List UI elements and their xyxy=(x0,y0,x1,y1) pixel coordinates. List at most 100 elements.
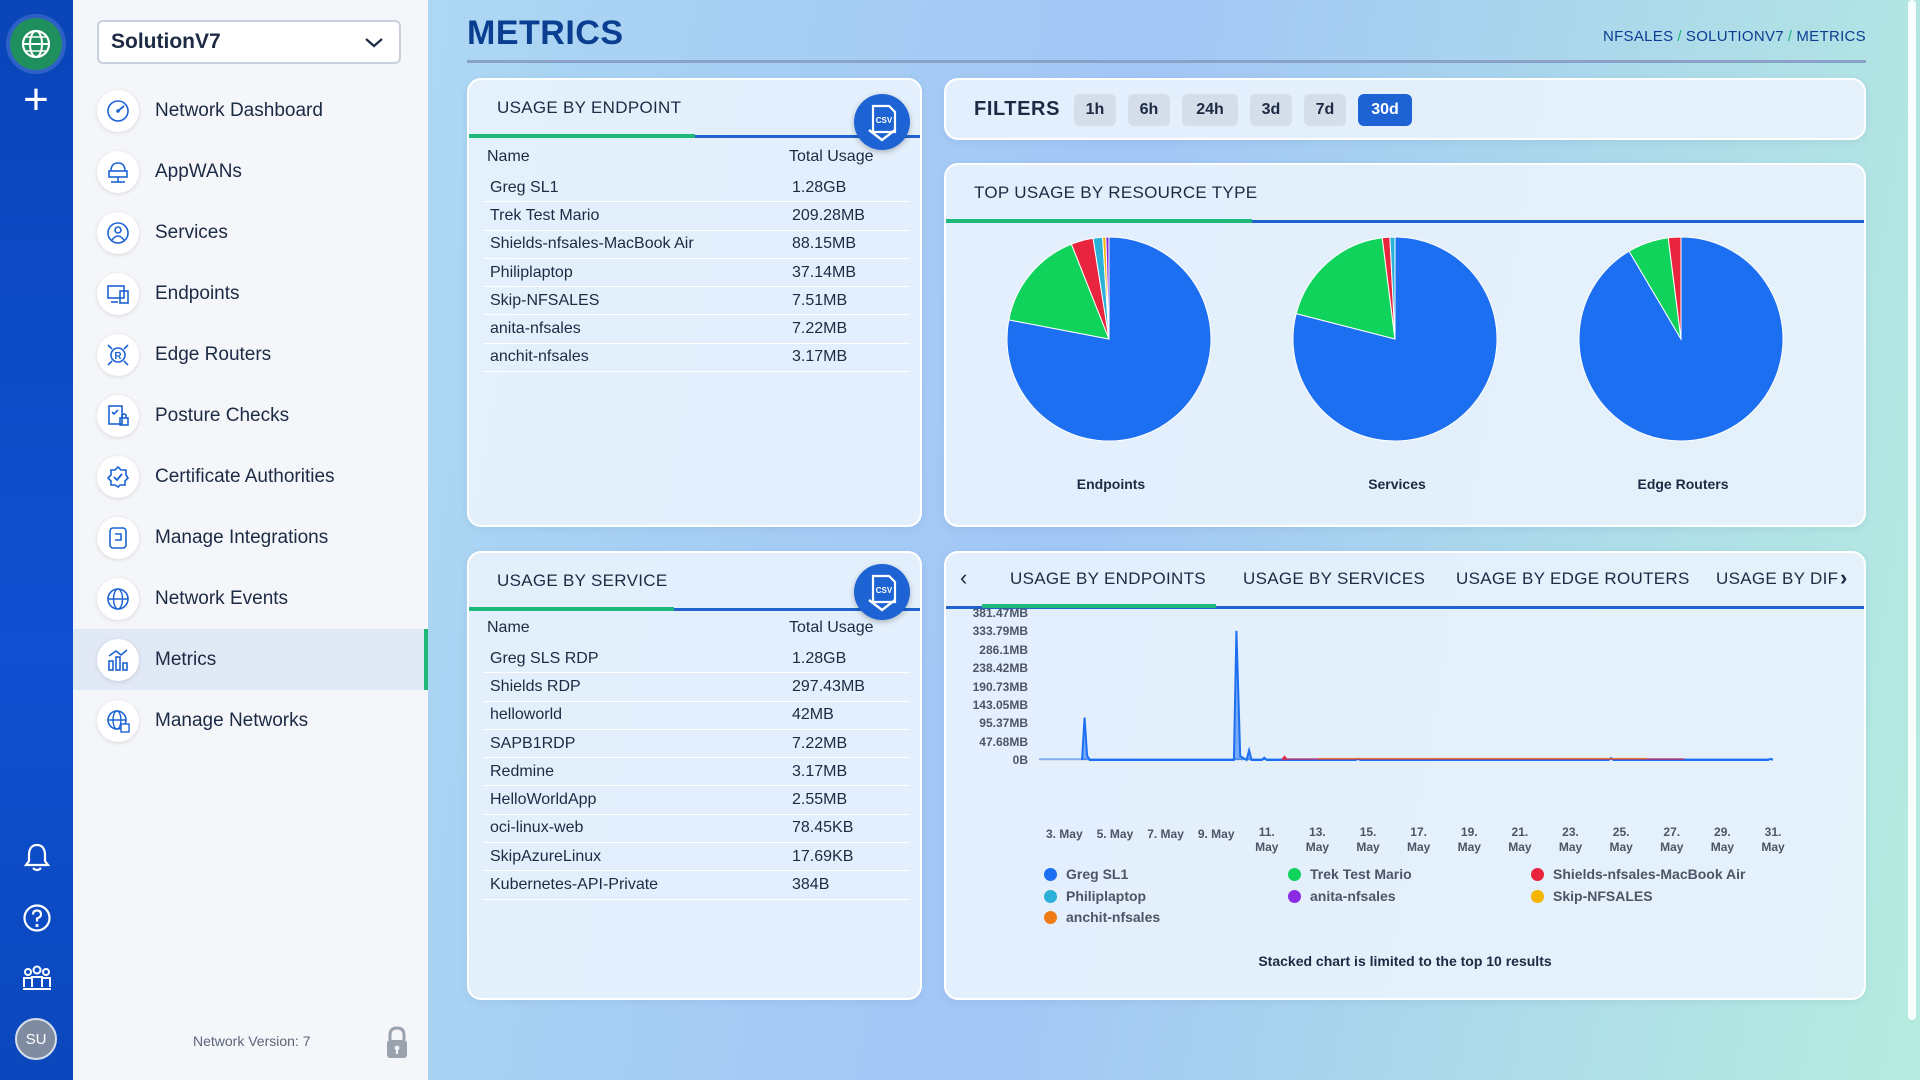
filter-24h-button[interactable]: 24h xyxy=(1182,94,1238,126)
pie-slice[interactable] xyxy=(1105,236,1110,340)
network-select-value: SolutionV7 xyxy=(111,30,221,53)
legend-item[interactable]: Shields-nfsales-MacBook Air xyxy=(1531,866,1745,882)
legend-label: Philiplaptop xyxy=(1066,888,1147,904)
tab-usage-by-edge-routers[interactable]: USAGE BY EDGE ROUTERS xyxy=(1456,569,1690,588)
legend-label: Skip-NFSALES xyxy=(1553,888,1653,904)
sidebar-item-label: AppWANs xyxy=(155,160,242,182)
legend-item[interactable]: Skip-NFSALES xyxy=(1531,888,1653,904)
series-line[interactable] xyxy=(1081,630,1773,762)
tab-scroll-left-icon[interactable]: ‹ xyxy=(960,565,968,590)
filter-1h-button[interactable]: 1h xyxy=(1074,94,1116,126)
csv-download-icon[interactable]: CSV xyxy=(854,564,910,620)
filter-7d-button[interactable]: 7d xyxy=(1304,94,1346,126)
network-select[interactable]: SolutionV7 xyxy=(97,20,401,64)
metrics-icon xyxy=(97,638,139,681)
table-row[interactable]: Greg SLS RDP 1.28GB xyxy=(483,645,910,674)
table-row[interactable]: Shields RDP 297.43MB xyxy=(483,673,910,702)
tab-overflow-clip: USAGE BY DIF xyxy=(1716,553,1838,603)
x-tick-label: 23. May xyxy=(1558,825,1583,854)
tab-scroll-right-icon[interactable]: › xyxy=(1840,565,1848,590)
legend-label: Shields-nfsales-MacBook Air xyxy=(1553,866,1746,882)
pie-slice[interactable] xyxy=(1295,237,1396,340)
pie-slice[interactable] xyxy=(1292,236,1498,442)
sidebar-item-network-events[interactable]: Network Events xyxy=(73,568,428,629)
legend-item[interactable]: anchit-nfsales xyxy=(1044,909,1160,925)
sidebar-item-manage-networks[interactable]: Manage Networks xyxy=(73,690,428,751)
sidebar-item-services[interactable]: Services xyxy=(73,202,428,263)
sidebar-item-label: Manage Networks xyxy=(155,709,309,731)
breadcrumb-separator: / xyxy=(1677,28,1682,45)
sidebar-item-edge-routers[interactable]: R Edge Routers xyxy=(73,324,428,385)
svg-text:CSV: CSV xyxy=(876,586,893,595)
table-row[interactable]: helloworld 42MB xyxy=(483,702,910,730)
row-name: anita-nfsales xyxy=(490,320,581,338)
table-row[interactable]: HelloWorldApp 2.55MB xyxy=(483,786,910,815)
table-row[interactable]: Philiplaptop 37.14MB xyxy=(483,259,910,288)
active-tab-underline xyxy=(982,604,1216,608)
sidebar-item-endpoints[interactable]: Endpoints xyxy=(73,263,428,324)
sidebar-item-network-dashboard[interactable]: Network Dashboard xyxy=(73,80,428,141)
sidebar-item-manage-integrations[interactable]: Manage Integrations xyxy=(73,507,428,568)
legend-item[interactable]: Trek Test Mario xyxy=(1288,866,1412,882)
breadcrumb-item[interactable]: SOLUTIONV7 xyxy=(1685,28,1784,45)
usage-area-chart xyxy=(1039,630,1773,762)
pie-slice[interactable] xyxy=(1008,243,1110,340)
table-row[interactable]: Redmine 3.17MB xyxy=(483,758,910,787)
certificate-icon xyxy=(97,455,139,498)
page-scrollbar[interactable] xyxy=(1908,0,1916,1020)
row-name: Redmine xyxy=(490,762,555,780)
breadcrumb-item[interactable]: NFSALES xyxy=(1602,28,1674,45)
row-usage: 209.28MB xyxy=(792,206,865,224)
breadcrumb-separator: / xyxy=(1787,28,1793,45)
x-tick-label: 19. May xyxy=(1457,825,1481,854)
row-name: Greg SL1 xyxy=(490,178,559,196)
x-tick-label: 11. May xyxy=(1255,825,1279,854)
column-header-usage[interactable]: Total Usage xyxy=(789,148,874,165)
user-avatar[interactable]: SU xyxy=(15,1018,57,1060)
column-header-usage[interactable]: Total Usage xyxy=(789,619,874,636)
legend-item[interactable]: Philiplaptop xyxy=(1044,888,1146,904)
team-users-icon[interactable] xyxy=(18,958,56,996)
service-usage-table: Name Total Usage Greg SLS RDP 1.28GB Shiel… xyxy=(483,619,910,900)
help-question-icon[interactable] xyxy=(18,899,56,937)
x-tick-label: 5. May xyxy=(1096,827,1134,841)
sidebar-item-metrics[interactable]: Metrics xyxy=(73,629,428,690)
legend-item[interactable]: Greg SL1 xyxy=(1044,866,1128,882)
sidebar-item-label: Edge Routers xyxy=(155,343,272,365)
pie-slice[interactable] xyxy=(1667,236,1682,340)
filter-3d-button[interactable]: 3d xyxy=(1250,94,1292,126)
tab-usage-by-services[interactable]: USAGE BY SERVICES xyxy=(1243,569,1426,588)
pie-slice[interactable] xyxy=(1389,236,1396,340)
legend-label: Trek Test Mario xyxy=(1310,866,1412,882)
table-row[interactable]: Shields-nfsales-MacBook Air 88.15MB xyxy=(483,231,910,259)
sidebar-item-appwans[interactable]: AppWANs xyxy=(73,141,428,202)
legend-dot-icon xyxy=(1531,867,1544,881)
table-row[interactable]: anchit-nfsales 3.17MB xyxy=(483,344,910,373)
network-globe-icon[interactable] xyxy=(10,18,62,70)
sidebar-item-certificate-authorities[interactable]: Certificate Authorities xyxy=(73,446,428,507)
column-header-name[interactable]: Name xyxy=(487,148,530,165)
column-header-name[interactable]: Name xyxy=(487,619,530,636)
filter-6h-button[interactable]: 6h xyxy=(1128,94,1170,126)
table-row[interactable]: SkipAzureLinux 17.69KB xyxy=(483,843,910,872)
table-row[interactable]: SAPB1RDP 7.22MB xyxy=(483,730,910,759)
tab-usage-by-endpoints[interactable]: USAGE BY ENDPOINTS xyxy=(1010,569,1206,588)
legend-item[interactable]: anita-nfsales xyxy=(1288,888,1396,904)
tab-usage-by-dif[interactable]: USAGE BY DIF xyxy=(1716,569,1838,588)
sidebar-item-posture-checks[interactable]: Posture Checks xyxy=(73,385,428,446)
csv-download-icon[interactable]: CSV xyxy=(854,94,910,150)
dashboard-gauge-icon xyxy=(97,89,139,132)
row-usage: 1.28GB xyxy=(792,178,847,196)
notification-bell-icon[interactable] xyxy=(18,838,56,876)
legend-dot-icon xyxy=(1044,889,1057,903)
filter-30d-button[interactable]: 30d xyxy=(1358,94,1412,126)
table-row[interactable]: Greg SL1 1.28GB xyxy=(483,174,910,203)
table-row[interactable]: Kubernetes-API-Private 384B xyxy=(483,871,910,900)
table-row[interactable]: Trek Test Mario 209.28MB xyxy=(483,202,910,231)
table-row[interactable]: anita-nfsales 7.22MB xyxy=(483,315,910,344)
table-row[interactable]: Skip-NFSALES 7.51MB xyxy=(483,287,910,316)
add-plus-icon[interactable]: + xyxy=(23,75,49,124)
lock-icon[interactable] xyxy=(385,1026,409,1065)
row-usage: 3.17MB xyxy=(792,762,848,780)
table-row[interactable]: oci-linux-web 78.45KB xyxy=(483,815,910,844)
